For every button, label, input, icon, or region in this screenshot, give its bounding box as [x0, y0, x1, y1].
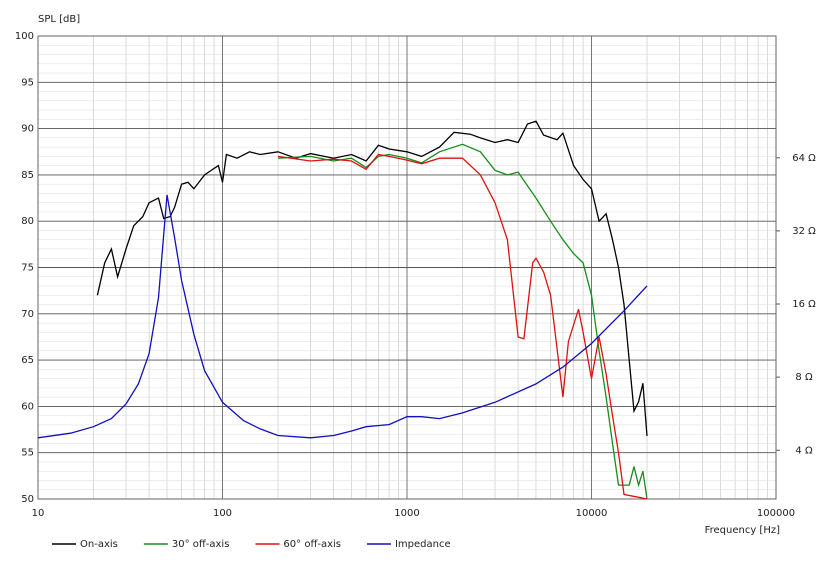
plot-frame [37, 35, 777, 500]
legend-label: 30° off-axis [172, 539, 230, 550]
y-tick-label: 100 [15, 31, 34, 42]
x-tick-label: 10000 [576, 508, 608, 519]
legend-label: Impedance [395, 539, 451, 550]
y-tick-label: 80 [21, 216, 34, 227]
series-line [37, 194, 648, 439]
legend-label: On-axis [80, 539, 118, 550]
y-tick-label: 65 [21, 355, 34, 366]
y-tick-label: 50 [21, 494, 34, 505]
y-tick-label: 85 [21, 170, 34, 181]
y2-tick-label: 4 Ω [795, 445, 813, 456]
series-line [277, 153, 648, 500]
series-line [96, 120, 648, 437]
legend-label: 60° off-axis [283, 539, 341, 550]
y-tick-label: 75 [21, 263, 34, 274]
x-tick-label: 10 [32, 508, 45, 519]
series-line [277, 143, 648, 500]
y2-tick-label: 32 Ω [792, 226, 816, 237]
y-tick-label: 90 [21, 124, 34, 135]
y2-tick-label: 8 Ω [795, 372, 813, 383]
x-tick-label: 1000 [394, 508, 419, 519]
y-tick-label: 55 [21, 448, 34, 459]
y2-tick-label: 64 Ω [792, 153, 816, 164]
y2-tick-label: 16 Ω [792, 299, 816, 310]
y-tick-label: 95 [21, 77, 34, 88]
y-tick-label: 60 [21, 401, 34, 412]
y-axis-label: SPL [dB] [38, 14, 80, 25]
x-tick-label: 100 [213, 508, 232, 519]
y-tick-label: 70 [21, 309, 34, 320]
x-axis-label: Frequency [Hz] [705, 525, 781, 536]
x-tick-label: 100000 [757, 508, 795, 519]
